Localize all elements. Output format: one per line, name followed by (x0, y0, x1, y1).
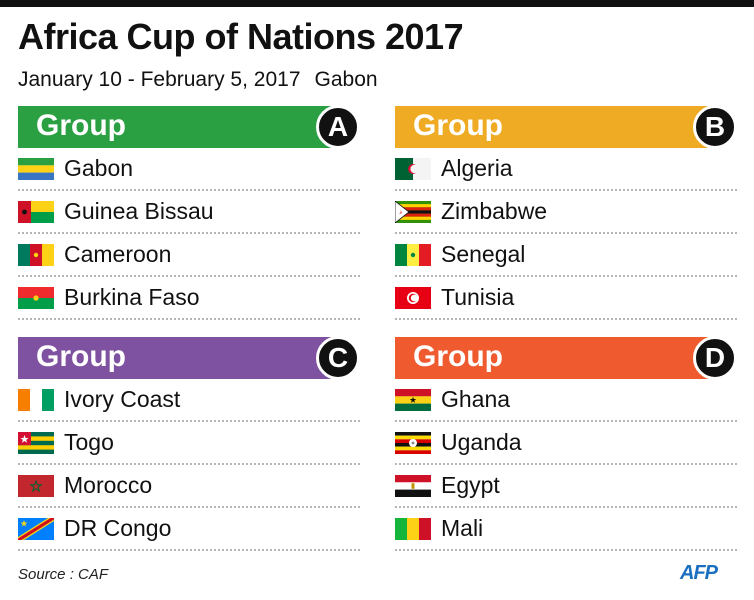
host-country: Gabon (314, 68, 378, 91)
togo-flag-icon (18, 431, 54, 454)
group-header: Group D (395, 336, 737, 380)
team-name: Guinea Bissau (64, 198, 214, 224)
team-name: Egypt (441, 472, 500, 498)
team-name: Mali (441, 515, 484, 541)
team-name: Algeria (441, 155, 513, 181)
team-row: Togo (18, 422, 360, 465)
source-note: Source : CAF (18, 566, 109, 583)
group-letter-badge: B (693, 105, 737, 149)
team-row: Senegal (395, 234, 737, 277)
team-row: Tunisia (395, 277, 737, 320)
team-name: Zimbabwe (441, 198, 548, 224)
ghana-flag-icon (395, 388, 431, 411)
team-row: Algeria (395, 148, 737, 191)
group-letter-badge: C (316, 336, 360, 380)
team-name: Ivory Coast (64, 386, 181, 412)
cameroon-flag-icon (18, 243, 54, 266)
uganda-flag-icon (395, 431, 431, 454)
team-name: Togo (64, 429, 114, 455)
team-name: Ghana (441, 386, 511, 412)
tunisia-flag-icon (395, 286, 431, 309)
team-row: DR Congo (18, 508, 360, 551)
team-row: Cameroon (18, 234, 360, 277)
group-d: Group D Ghana Uganda Egypt Mali (395, 336, 737, 551)
gabon-flag-icon (18, 157, 54, 180)
senegal-flag-icon (395, 243, 431, 266)
mali-flag-icon (395, 517, 431, 540)
subtitle: January 10 - February 5, 2017 Gabon (18, 68, 378, 92)
team-row: Burkina Faso (18, 277, 360, 320)
group-header: Group A (18, 105, 360, 149)
team-row: Zimbabwe (395, 191, 737, 234)
algeria-flag-icon (395, 157, 431, 180)
group-a: Group A Gabon Guinea Bissau Cameroon Bur… (18, 105, 360, 320)
team-name: DR Congo (64, 515, 172, 541)
group-c: Group C Ivory Coast Togo Morocco DR Cong… (18, 336, 360, 551)
ivory-coast-flag-icon (18, 388, 54, 411)
team-name: Cameroon (64, 241, 172, 267)
zimbabwe-flag-icon (395, 200, 431, 223)
date-range: January 10 - February 5, 2017 (18, 68, 301, 91)
group-label: Group (413, 109, 503, 142)
morocco-flag-icon (18, 474, 54, 497)
guinea-bissau-flag-icon (18, 200, 54, 223)
team-name: Uganda (441, 429, 522, 455)
page-title: Africa Cup of Nations 2017 (18, 16, 464, 57)
group-label: Group (413, 340, 503, 373)
team-name: Tunisia (441, 284, 515, 310)
group-header: Group B (395, 105, 737, 149)
group-header: Group C (18, 336, 360, 380)
team-row: Uganda (395, 422, 737, 465)
group-letter-badge: D (693, 336, 737, 380)
team-row: Ghana (395, 379, 737, 422)
team-row: Mali (395, 508, 737, 551)
dr-congo-flag-icon (18, 517, 54, 540)
team-name: Gabon (64, 155, 134, 181)
team-row: Guinea Bissau (18, 191, 360, 234)
team-name: Morocco (64, 472, 153, 498)
team-name: Burkina Faso (64, 284, 200, 310)
top-bar (0, 0, 754, 7)
group-letter-badge: A (316, 105, 360, 149)
team-row: Gabon (18, 148, 360, 191)
team-row: Egypt (395, 465, 737, 508)
team-row: Ivory Coast (18, 379, 360, 422)
group-label: Group (36, 109, 126, 142)
egypt-flag-icon (395, 474, 431, 497)
team-row: Morocco (18, 465, 360, 508)
burkina-faso-flag-icon (18, 286, 54, 309)
group-b: Group B Algeria Zimbabwe Senegal Tunisia (395, 105, 737, 320)
afp-logo: AFP (680, 562, 718, 584)
group-label: Group (36, 340, 126, 373)
team-name: Senegal (441, 241, 526, 267)
